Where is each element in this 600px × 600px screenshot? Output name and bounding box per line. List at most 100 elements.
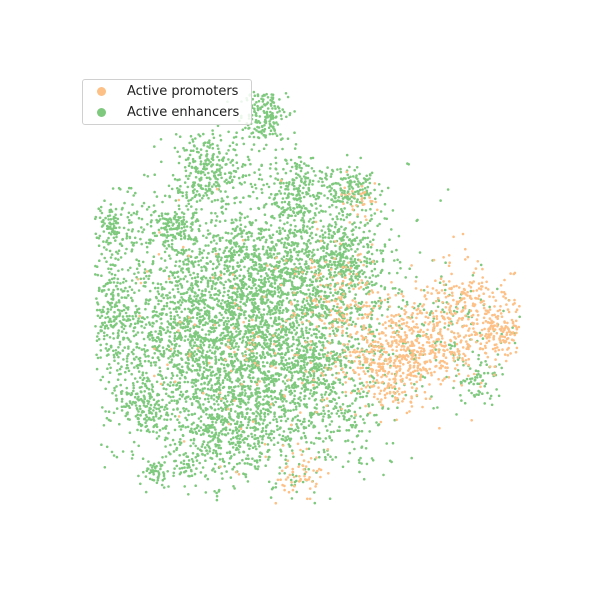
enhancer-point-3536 [217, 289, 221, 292]
enhancer-point-4631 [247, 331, 251, 334]
enhancer-point-1339 [193, 427, 196, 431]
enhancer-point-4900 [228, 144, 232, 148]
enhancer-point-1130 [203, 306, 206, 310]
enhancer-point-2839 [173, 339, 176, 343]
enhancer-point-1857 [167, 275, 171, 278]
enhancer-point-4479 [358, 392, 362, 395]
enhancer-point-2138 [277, 291, 281, 294]
enhancer-point-472 [317, 211, 321, 214]
enhancer-point-3810 [269, 236, 272, 240]
enhancer-point-3599 [281, 197, 285, 200]
enhancer-point-1574 [194, 384, 197, 387]
enhancer-point-3390 [156, 356, 160, 359]
enhancer-point-3337 [151, 390, 155, 393]
enhancer-point-1692 [290, 281, 294, 285]
enhancer-point-3283 [195, 358, 199, 362]
enhancer-point-3727 [266, 245, 270, 249]
enhancer-point-4136 [362, 418, 365, 421]
enhancer-point-2871 [154, 286, 157, 290]
enhancer-point-3669 [260, 300, 264, 303]
enhancer-point-1222 [209, 276, 212, 280]
enhancer-point-641 [282, 284, 286, 287]
enhancer-point-2611 [122, 277, 126, 281]
enhancer-point-4521 [289, 379, 293, 382]
enhancer-point-2014 [179, 277, 182, 281]
enhancer-point-1904 [194, 260, 197, 264]
enhancer-point-213 [242, 380, 246, 384]
enhancer-point-1818 [151, 260, 155, 263]
enhancer-point-4007 [321, 334, 325, 337]
enhancer-point-2915 [186, 320, 189, 323]
enhancer-point-954 [398, 260, 402, 264]
enhancer-point-3807 [205, 256, 209, 260]
enhancer-point-231 [260, 441, 264, 445]
enhancer-point-4135 [375, 413, 378, 417]
enhancer-point-832 [236, 290, 239, 293]
enhancer-point-3899 [205, 313, 209, 317]
enhancer-point-3804 [297, 258, 300, 262]
enhancer-point-4272 [266, 361, 269, 365]
enhancer-point-4222 [338, 378, 342, 382]
enhancer-point-4094 [315, 291, 318, 294]
enhancer-point-2802 [177, 367, 180, 370]
enhancer-point-4969 [209, 143, 212, 147]
enhancer-point-1325 [247, 322, 251, 326]
enhancer-point-1640 [288, 365, 292, 369]
enhancer-point-3290 [184, 325, 188, 329]
enhancer-point-4505 [323, 450, 326, 454]
enhancer-point-4954 [199, 153, 203, 157]
enhancer-point-3648 [229, 240, 233, 243]
enhancer-point-2980 [178, 377, 182, 380]
enhancer-point-1376 [222, 251, 225, 255]
enhancer-point-3856 [296, 244, 299, 248]
enhancer-point-1565 [133, 236, 137, 240]
enhancer-point-4041 [333, 275, 336, 278]
enhancer-point-2935 [216, 234, 220, 237]
enhancer-point-4354 [280, 389, 283, 393]
enhancer-point-4970 [235, 161, 239, 164]
enhancer-point-33 [290, 344, 294, 348]
enhancer-point-1067 [368, 276, 372, 280]
enhancer-point-4546 [356, 347, 360, 350]
enhancer-point-4120 [235, 219, 238, 222]
enhancer-point-4380 [317, 357, 321, 361]
enhancer-point-3021 [174, 284, 177, 287]
enhancer-point-2513 [204, 298, 207, 302]
enhancer-point-4520 [163, 418, 166, 421]
enhancer-point-4786 [393, 387, 397, 391]
enhancer-point-432 [303, 417, 306, 421]
enhancer-point-2576 [195, 368, 199, 372]
enhancer-point-509 [253, 171, 256, 174]
enhancer-point-4612 [358, 470, 361, 474]
enhancer-point-2389 [179, 323, 182, 326]
enhancer-point-3039 [180, 373, 184, 377]
enhancer-point-4718 [287, 384, 290, 388]
enhancer-point-241 [206, 189, 209, 193]
enhancer-point-3503 [200, 292, 203, 296]
enhancer-point-443 [244, 345, 247, 349]
enhancer-point-2261 [324, 455, 327, 459]
enhancer-point-4972 [219, 190, 222, 193]
enhancer-point-3401 [282, 259, 285, 262]
enhancer-point-4498 [297, 338, 300, 342]
enhancer-point-3531 [273, 182, 276, 185]
enhancer-point-4059 [381, 249, 385, 253]
enhancer-point-4186 [266, 304, 270, 308]
enhancer-point-1847 [209, 296, 212, 299]
enhancer-point-3920 [297, 267, 300, 270]
enhancer-point-2406 [202, 360, 205, 364]
enhancer-point-4397 [274, 316, 277, 320]
enhancer-point-1894 [236, 322, 240, 325]
enhancer-point-1630 [225, 246, 229, 249]
enhancer-point-4802 [259, 409, 263, 413]
enhancer-point-2182 [223, 290, 226, 294]
enhancer-point-4013 [231, 267, 235, 271]
enhancer-point-4637 [293, 389, 297, 393]
enhancer-point-2125 [372, 358, 375, 362]
enhancer-point-1326 [250, 252, 254, 256]
enhancer-point-2556 [240, 363, 243, 367]
enhancer-point-3265 [233, 291, 237, 295]
enhancer-point-1707 [171, 247, 174, 251]
enhancer-point-4989 [182, 146, 185, 150]
enhancer-point-1888 [219, 352, 222, 356]
